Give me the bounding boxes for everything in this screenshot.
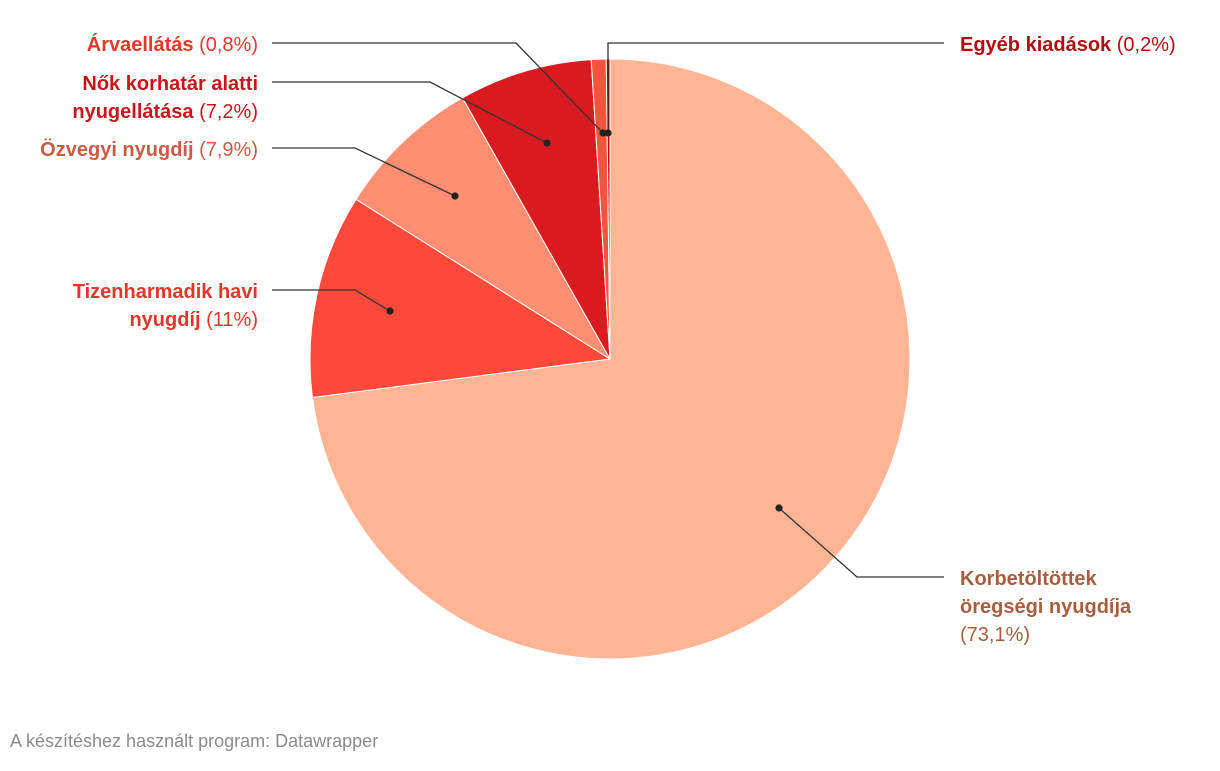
leader-line-tizenharmadik — [272, 289, 391, 312]
leader-dot-arvaellatas — [599, 129, 607, 137]
slice-label-nok-line-1: Nők korhatár alatti — [82, 73, 258, 95]
pie-slice-nok — [461, 59, 611, 360]
slice-label-percent: (0,2%) — [1111, 34, 1175, 56]
slice-label-arvaellatas-line-1: Árvaellátás (0,8%) — [87, 33, 258, 56]
pie-slices — [309, 58, 911, 660]
slice-label-name: nyugdíj — [129, 309, 200, 331]
slice-label-percent: (7,2%) — [194, 101, 258, 123]
leader-dot-ozvegyi — [451, 192, 459, 200]
slice-label-name: Nők korhatár alatti — [82, 73, 258, 95]
leader-line-korbetoltottek — [778, 507, 944, 578]
slice-label-korbetoltottek-percent: (73,1%) — [960, 624, 1030, 646]
leader-line-arvaellatas — [272, 42, 604, 134]
slice-label-name: öregségi nyugdíja — [960, 596, 1132, 618]
slice-label-name: Egyéb kiadások — [960, 34, 1112, 56]
pie-slice-ozvegyi — [355, 97, 611, 360]
slice-label-percent: (0,8%) — [194, 34, 258, 56]
pie-slice-tizenharmadik — [309, 198, 611, 398]
slice-label-name: Tizenharmadik havi — [73, 281, 258, 303]
slice-label-name: Árvaellátás — [87, 33, 194, 56]
leader-dot-egyeb — [604, 129, 612, 137]
leader-line-nok — [272, 81, 548, 144]
slice-label-tizenharmadik-line-1: Tizenharmadik havi — [73, 281, 258, 303]
leader-line-egyeb — [607, 42, 944, 133]
leader-line-ozvegyi — [272, 147, 456, 197]
leader-dot-nok — [543, 139, 551, 147]
slice-label-egyeb-line-1: Egyéb kiadások (0,2%) — [960, 34, 1176, 56]
slice-label-percent: (11%) — [201, 309, 258, 331]
slice-label-name: Özvegyi nyugdíj — [40, 138, 193, 161]
slice-label-nok-line-2: nyugellátása (7,2%) — [72, 101, 258, 123]
slice-label-name: nyugellátása — [72, 101, 194, 123]
slice-label-korbetoltottek-line-1: Korbetöltöttek — [960, 568, 1098, 590]
slice-label-tizenharmadik-line-2: nyugdíj (11%) — [129, 309, 258, 331]
credit-text: A készítéshez használt program: Datawrap… — [10, 731, 379, 751]
leader-dot-tizenharmadik — [386, 307, 394, 315]
slice-labels: Korbetöltöttek öregségi nyugdíja (73,1%) Ti… — [40, 33, 1175, 646]
slice-label-percent: (7,9%) — [194, 139, 258, 161]
leader-lines — [272, 42, 944, 578]
slice-label-name: Korbetöltöttek — [960, 568, 1098, 590]
slice-label-ozvegyi-line-1: Özvegyi nyugdíj (7,9%) — [40, 138, 258, 161]
leader-dot-korbetoltottek — [775, 504, 783, 512]
slice-label-korbetoltottek-line-2: öregségi nyugdíja — [960, 596, 1132, 618]
